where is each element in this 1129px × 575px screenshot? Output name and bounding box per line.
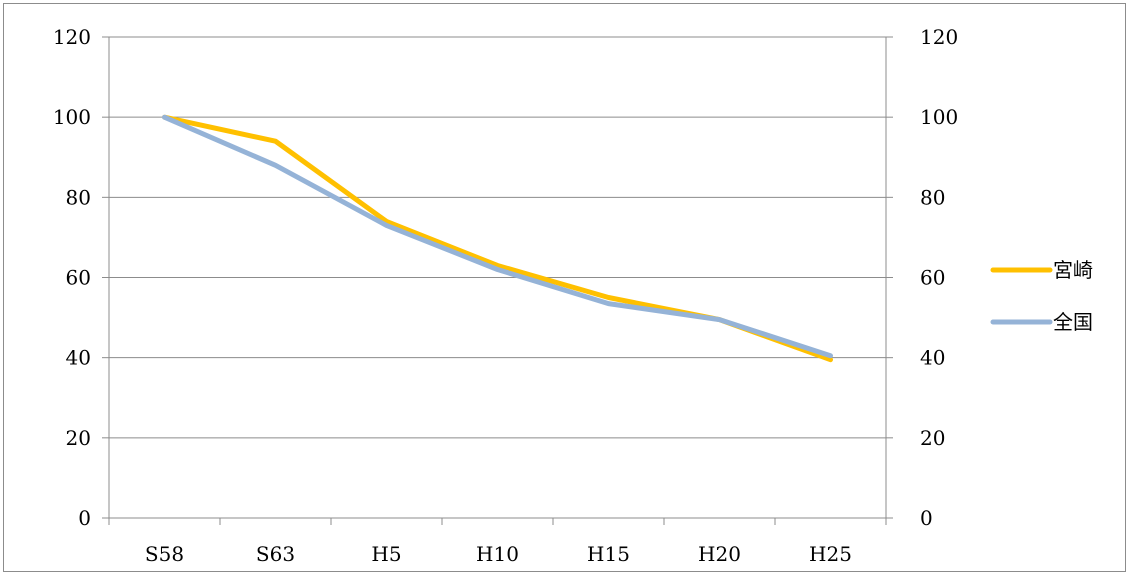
legend-label: 宮崎 [1053,258,1093,282]
y2-tick-label: 100 [920,105,958,129]
x-tick-label: H5 [371,542,401,566]
x-tick-label: S58 [145,542,184,566]
y2-tick-label: 0 [920,506,933,530]
legend-label: 全国 [1053,310,1093,334]
y2-tick-label: 120 [920,25,958,49]
x-tick-label: H10 [476,542,519,566]
axes: 0 0 20 20 40 40 60 60 80 80 100 100 120 120 S58 S63 H5 H1… [53,25,958,566]
y-tick-label: 40 [66,346,91,370]
y2-tick-label: 20 [920,426,945,450]
y2-tick-label: 40 [920,346,945,370]
x-tick-label: H20 [698,542,741,566]
y-tick-label: 60 [66,266,91,290]
x-tick-label: H25 [809,542,852,566]
series-lines [162,114,833,363]
y-tick-label: 0 [78,506,91,530]
x-tick-label: H15 [587,542,630,566]
y-tick-label: 120 [53,25,91,49]
y-tick-label: 20 [66,426,91,450]
y-tick-label: 80 [66,185,91,209]
y-tick-label: 100 [53,105,91,129]
gridlines [109,36,886,439]
series-line-1 [162,114,833,359]
x-tick-label: S63 [256,542,295,566]
y2-tick-label: 60 [920,266,945,290]
y2-tick-label: 80 [920,185,945,209]
